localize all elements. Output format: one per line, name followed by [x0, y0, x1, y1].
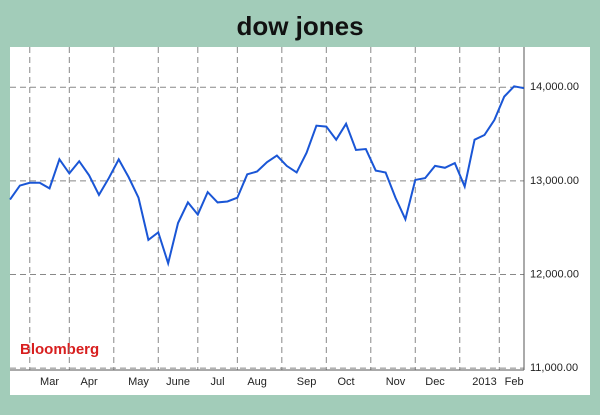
y-tick-label: 12,000.00 [530, 268, 579, 280]
plot-background [10, 47, 590, 395]
x-tick-label: 2013 [472, 376, 496, 388]
source-label: Bloomberg [20, 341, 99, 358]
y-tick-label: 11,000.00 [530, 362, 578, 374]
x-tick-label: Nov [386, 376, 406, 388]
chart-title: dow jones [236, 11, 363, 41]
data-line [9, 85, 525, 267]
y-tick-label: 14,000.00 [530, 81, 579, 93]
x-tick-label: Jul [211, 376, 225, 388]
x-tick-label: June [166, 376, 190, 388]
x-tick-label: Aug [247, 376, 267, 388]
x-tick-label: May [128, 376, 149, 388]
x-tick-label: Apr [81, 376, 98, 388]
y-tick-label: 13,000.00 [530, 175, 579, 187]
x-tick-label: Sep [297, 376, 317, 388]
x-tick-label: Feb [505, 376, 524, 388]
x-tick-label: Dec [425, 376, 445, 388]
x-tick-label: Oct [338, 376, 355, 388]
x-tick-label: Mar [40, 376, 59, 388]
